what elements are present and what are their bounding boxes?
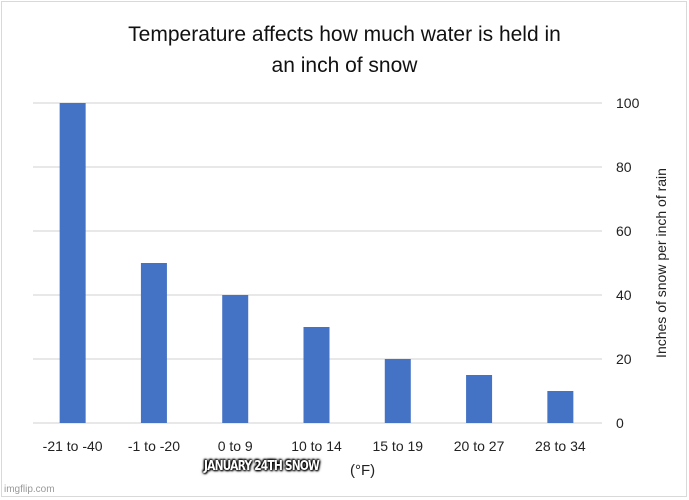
bar: [466, 375, 493, 423]
x-tick-label: -21 to -40: [43, 438, 103, 454]
bar: [384, 359, 411, 423]
chart-title-line-1: Temperature affects how much water is he…: [128, 23, 561, 46]
y-tick-label: 60: [616, 223, 632, 239]
x-tick-label: 28 to 34: [535, 438, 586, 454]
bar: [303, 327, 330, 423]
x-tick-label: 15 to 19: [372, 438, 423, 454]
x-axis-label-visible: (°F): [350, 462, 376, 479]
y-axis-label: Inches of snow per inch of rain: [653, 168, 669, 358]
y-tick-label: 80: [616, 159, 632, 175]
y-tick-label: 0: [616, 415, 624, 431]
meme-caption: JANUARY 24TH SNOW: [204, 459, 320, 474]
x-tick-label: -1 to -20: [128, 438, 180, 454]
gridlines: [33, 102, 602, 424]
bar: [140, 263, 167, 423]
y-tick-labels: 0 20 40 60 80 100: [616, 95, 640, 431]
bar: [222, 295, 249, 423]
bars: [59, 103, 574, 423]
y-tick-label: 20: [616, 351, 632, 367]
chart-title-line-2: an inch of snow: [271, 54, 418, 77]
x-tick-labels: -21 to -40 -1 to -20 0 to 9 10 to 14 15 to 1…: [43, 438, 586, 454]
x-tick-label: 10 to 14: [291, 438, 342, 454]
chart-title: Temperature affects how much water is he…: [0, 19, 689, 81]
x-tick-label: 0 to 9: [218, 438, 253, 454]
y-tick-label: 40: [616, 287, 632, 303]
watermark: imgflip.com: [4, 484, 55, 495]
y-tick-label: 100: [616, 95, 640, 111]
x-tick-label: 20 to 27: [454, 438, 505, 454]
bar: [547, 391, 574, 423]
bar: [59, 103, 86, 423]
